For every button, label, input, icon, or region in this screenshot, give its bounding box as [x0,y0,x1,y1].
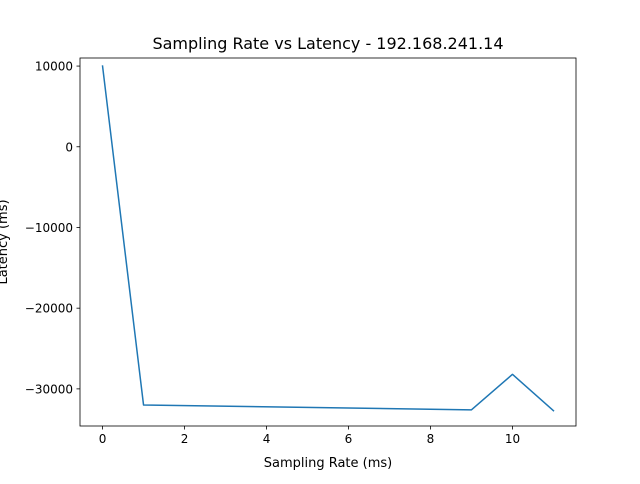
x-tick-label: 2 [181,432,189,446]
y-axis-label: Latency (ms) [0,199,11,284]
x-tick-label: 0 [99,432,107,446]
plot-area: 0 2 4 6 8 10 10000 0 −10000 −20000 −30000 [25,57,577,446]
series-line-0 [101,65,555,412]
x-tick-label: 4 [263,432,271,446]
axes-frame [79,57,577,427]
y-tick-label: −30000 [25,382,73,396]
y-tick-label: 10000 [35,60,73,74]
x-tick-label: 10 [505,432,520,446]
chart-title: Sampling Rate vs Latency - 192.168.241.1… [152,34,503,53]
x-axis-label: Sampling Rate (ms) [264,456,393,471]
x-tick-label: 8 [427,432,435,446]
y-tick-label: −10000 [25,221,73,235]
y-tick-label: −20000 [25,302,73,316]
y-tick-label: 0 [65,140,73,154]
x-tick-label: 6 [345,432,353,446]
